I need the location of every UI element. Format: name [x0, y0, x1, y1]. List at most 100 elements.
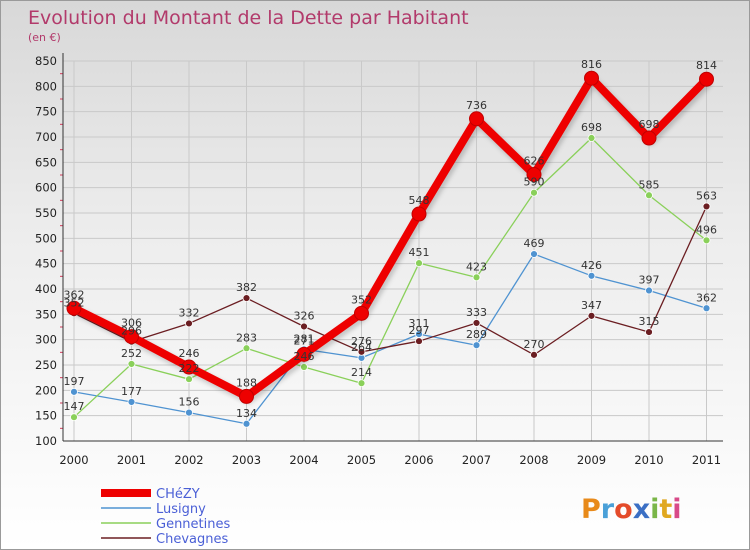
data-point — [530, 250, 538, 258]
value-label: 451 — [409, 246, 430, 259]
y-tick-label: 600 — [35, 181, 57, 195]
value-label: 246 — [294, 350, 315, 363]
y-tick-label: 550 — [35, 206, 57, 220]
value-label: 214 — [351, 366, 372, 379]
y-tick-label: 500 — [35, 231, 57, 245]
value-label: 352 — [64, 296, 85, 309]
y-tick-label: 250 — [35, 358, 57, 372]
logo-letter: P — [581, 494, 601, 525]
series-line-lusigny — [73, 253, 708, 425]
proxiti-logo: Proxiti — [581, 494, 682, 525]
series-line-chevagnes — [73, 205, 708, 356]
y-tick-label: 850 — [35, 54, 57, 68]
value-label: 362 — [64, 288, 85, 301]
legend-label: Gennetines — [156, 517, 230, 532]
value-label: 264 — [351, 341, 372, 354]
value-label: 270 — [524, 338, 545, 351]
data-point — [354, 305, 369, 321]
x-tick-label: 2002 — [174, 453, 203, 467]
data-point — [530, 350, 538, 359]
value-label: 423 — [466, 260, 487, 273]
y-tick-label: 100 — [35, 434, 57, 448]
value-label: 382 — [236, 281, 257, 294]
y-tick-label: 400 — [35, 282, 57, 296]
logo-letter: r — [601, 494, 615, 525]
data-point — [641, 130, 657, 146]
data-point — [702, 202, 711, 211]
value-label: 177 — [121, 385, 142, 398]
data-point — [587, 271, 596, 280]
data-point — [645, 286, 653, 295]
data-point — [185, 408, 193, 417]
value-label: 352 — [351, 293, 372, 306]
data-labels: 362 306 246 188 271 352 548 736 626 816 698 814 197 1… — [64, 58, 718, 420]
axes: 100 150 200 250 300 350 400 450 500 550 600 650 700 7… — [35, 53, 723, 467]
x-tick-label: 2010 — [634, 453, 663, 467]
value-label: 496 — [696, 223, 717, 236]
series-line-gennetines — [73, 137, 708, 418]
y-tick-label: 300 — [35, 333, 57, 347]
value-label: 333 — [466, 306, 487, 319]
x-tick-label: 2008 — [519, 453, 548, 467]
y-tick-label: 800 — [35, 79, 57, 93]
data-point — [526, 166, 542, 182]
data-point — [587, 311, 596, 320]
data-point — [296, 346, 312, 362]
value-label: 585 — [639, 178, 660, 191]
data-point — [127, 360, 136, 368]
data-point — [472, 273, 481, 282]
value-label: 297 — [409, 324, 430, 337]
data-point — [300, 322, 308, 331]
data-point — [587, 134, 596, 142]
logo-letter: x — [633, 494, 650, 525]
y-tick-label: 200 — [35, 383, 57, 397]
data-point — [702, 304, 711, 313]
value-label: 188 — [236, 376, 257, 389]
series-line-chézy — [70, 74, 711, 401]
value-label: 347 — [581, 299, 602, 312]
value-label: 469 — [524, 237, 545, 250]
y-tick-label: 650 — [35, 155, 57, 169]
x-tick-label: 2001 — [117, 453, 146, 467]
chart-title: Evolution du Montant de la Dette par Hab… — [28, 7, 469, 29]
value-label: 222 — [179, 362, 200, 375]
y-tick-label: 450 — [35, 257, 57, 271]
data-point — [415, 259, 423, 268]
logo-letter: i — [650, 494, 659, 525]
value-label: 296 — [121, 325, 142, 338]
chart-unit: (en €) — [28, 31, 61, 44]
data-point — [699, 71, 714, 87]
value-label: 326 — [294, 309, 315, 322]
data-point — [411, 206, 427, 222]
x-tick-label: 2003 — [232, 453, 261, 467]
y-tick-label: 700 — [35, 130, 57, 144]
logo-letter: o — [614, 494, 633, 525]
value-label: 246 — [179, 347, 200, 360]
value-label: 626 — [524, 154, 545, 167]
value-label: 197 — [64, 375, 85, 388]
value-label: 362 — [696, 291, 717, 304]
logo-letter: t — [659, 494, 672, 525]
value-label: 276 — [351, 335, 372, 348]
data-point — [242, 294, 251, 303]
value-label: 397 — [639, 274, 660, 287]
data-point — [469, 111, 484, 127]
data-point — [584, 70, 599, 86]
value-label: 563 — [696, 189, 717, 202]
logo-letter: i — [672, 494, 681, 525]
data-point — [181, 359, 197, 375]
legend-label: Lusigny — [156, 502, 206, 517]
data-point — [70, 387, 78, 396]
legend-label: CHéZY — [156, 487, 200, 502]
x-tick-label: 2005 — [347, 453, 376, 467]
data-point — [239, 388, 254, 404]
value-label: 311 — [409, 317, 430, 330]
data-point — [472, 341, 481, 350]
value-label: 426 — [581, 259, 602, 272]
data-point — [645, 191, 653, 200]
legend-label: Chevagnes — [156, 532, 228, 547]
data-point — [242, 344, 251, 353]
